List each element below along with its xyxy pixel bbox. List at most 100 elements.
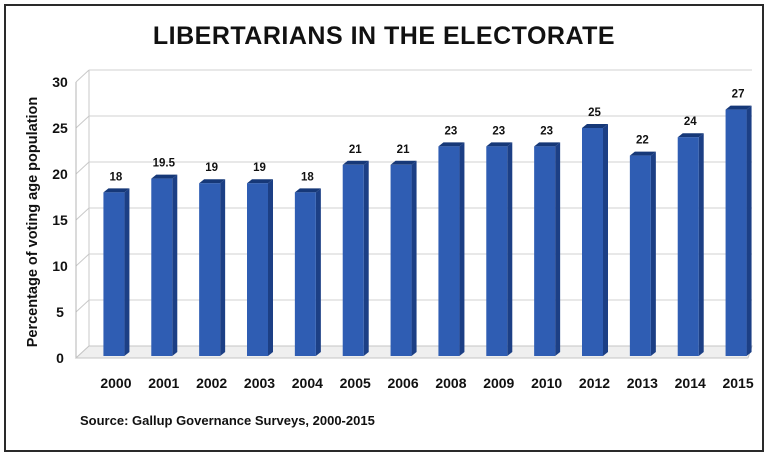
x-tick-label: 2001 [148,375,179,391]
bar-side [698,133,704,356]
x-tick-label: 2003 [244,375,275,391]
bar-front [247,183,268,356]
bar-side [507,142,513,356]
bar-side [411,160,417,356]
source-note: Source: Gallup Governance Surveys, 2000-… [80,413,375,428]
y-tick-label: 10 [52,258,68,274]
bar-front [677,137,699,356]
gridline-diag [75,69,90,83]
data-label: 18 [110,171,123,183]
bar-front [294,192,316,356]
bar-top [247,179,273,184]
y-tick-label: 25 [52,120,68,136]
bar-front [342,164,364,356]
bar [294,188,321,356]
x-tick-label: 2006 [387,375,418,391]
bar-top [390,160,417,165]
data-labels: 18 19.5 19 19 18 21 21 23 23 23 25 22 24 27 [110,89,745,184]
bar-front [438,146,460,356]
data-label: 27 [732,89,745,101]
data-label: 23 [445,125,458,137]
data-label: 24 [684,116,697,128]
y-tick-label: 15 [52,212,68,228]
bar-side [650,151,656,356]
bar-front [390,164,412,356]
y-tick-label: 30 [52,74,68,90]
bar-side [555,142,561,356]
bar-top [582,124,608,128]
x-tick-label: 2005 [340,375,371,391]
bar [677,133,704,356]
bar-top [677,133,704,138]
bar-top [438,142,465,147]
bar [342,160,369,356]
x-tick-label: 2008 [435,375,466,391]
bar-side [603,124,608,356]
bar-front [629,155,651,356]
bar-top [151,174,178,179]
gridline-diag [75,115,90,129]
x-tick-label: 2004 [292,375,323,391]
bar [103,188,130,356]
data-label: 23 [540,125,553,137]
bar-side [220,179,226,356]
chart-title: LIBERTARIANS IN THE ELECTORATE [152,22,616,50]
bar-top [294,188,321,193]
x-tick-label: 2012 [579,375,610,391]
bar-front [486,146,508,356]
bar [582,124,608,356]
bar-side [746,105,752,356]
bar-side [315,188,321,356]
x-tick-label: 2013 [627,375,658,391]
bar-front [725,109,747,356]
bar [151,174,178,356]
x-tick-label: 2015 [722,375,753,391]
bar-side [124,188,130,356]
bar-side [268,179,273,356]
x-tick-label: 2000 [100,375,131,391]
bar [438,142,465,356]
bar-top [103,188,130,193]
bar [390,160,417,356]
data-label: 21 [397,144,410,156]
bar [486,142,513,356]
data-label: 18 [301,171,314,183]
bar-front [151,178,173,356]
bar-side [363,160,369,356]
bar-front [199,183,221,356]
data-label: 21 [349,144,362,156]
data-label: 19 [253,162,266,174]
x-tick-label: 2002 [196,375,227,391]
data-label: 22 [636,135,649,147]
bar-side [172,174,178,356]
data-label: 23 [492,125,505,137]
y-tick-label: 0 [56,350,64,366]
bar-front [103,192,125,356]
data-label: 19.5 [153,158,176,170]
gridline-diag [75,253,90,267]
bar [199,179,226,356]
y-tick-label: 20 [52,166,68,182]
bar [629,151,656,356]
bar-front [582,128,603,356]
x-tick-label: 2014 [675,375,706,391]
bar-top [534,142,561,147]
data-label: 19 [205,162,218,174]
bar-top [199,179,226,184]
bar-side [459,142,465,356]
bar-top [486,142,513,147]
bar [247,179,273,356]
gridline-diag [75,299,90,313]
gridline-diag [75,207,90,221]
y-tick-labels: 0 5 10 15 20 25 30 [52,74,68,366]
bar [725,105,752,356]
bar-top [725,105,752,110]
bar-top [629,151,656,156]
y-tick-label: 5 [56,304,64,320]
x-tick-label: 2010 [531,375,562,391]
x-tick-label: 2009 [483,375,514,391]
bar-top [342,160,369,165]
gridline-diag [75,161,90,175]
bars [103,105,752,356]
